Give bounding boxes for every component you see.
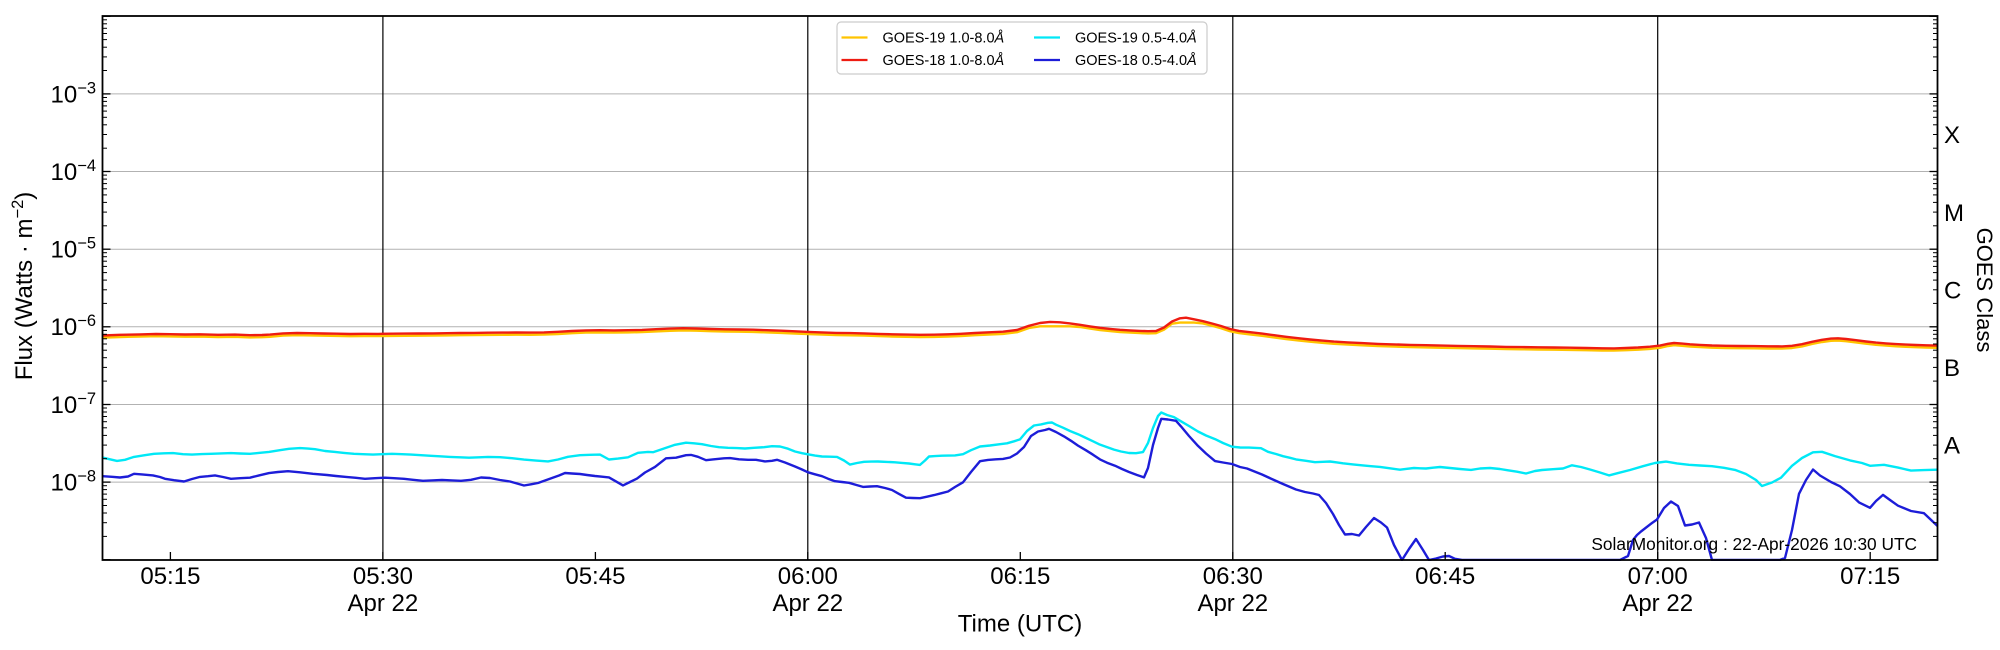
svg-text:05:30: 05:30: [353, 563, 413, 590]
svg-text:GOES-18 1.0-8.0Å: GOES-18 1.0-8.0Å: [883, 52, 1005, 69]
svg-text:GOES-18 0.5-4.0Å: GOES-18 0.5-4.0Å: [1075, 52, 1197, 69]
svg-text:X: X: [1944, 122, 1960, 149]
svg-text:Apr 22: Apr 22: [348, 590, 419, 617]
svg-text:GOES-19 0.5-4.0Å: GOES-19 0.5-4.0Å: [1075, 30, 1197, 47]
svg-text:Flux (Watts · m−2): Flux (Watts · m−2): [9, 192, 38, 381]
svg-text:07:00: 07:00: [1628, 563, 1688, 590]
svg-text:06:00: 06:00: [778, 563, 838, 590]
svg-text:A: A: [1944, 433, 1960, 460]
svg-text:06:15: 06:15: [990, 563, 1050, 590]
svg-text:B: B: [1944, 355, 1960, 382]
svg-text:05:15: 05:15: [140, 563, 200, 590]
svg-text:Time (UTC): Time (UTC): [958, 611, 1082, 638]
svg-text:07:15: 07:15: [1840, 563, 1900, 590]
svg-text:10−5: 10−5: [50, 235, 96, 264]
svg-text:SolarMonitor.org : 22-Apr-2026: SolarMonitor.org : 22-Apr-2026 10:30 UTC: [1591, 534, 1917, 554]
svg-text:05:45: 05:45: [565, 563, 625, 590]
svg-text:Apr 22: Apr 22: [1622, 590, 1693, 617]
svg-text:Apr 22: Apr 22: [772, 590, 843, 617]
svg-text:M: M: [1944, 200, 1964, 227]
svg-text:06:30: 06:30: [1203, 563, 1263, 590]
svg-text:06:45: 06:45: [1415, 563, 1475, 590]
svg-text:C: C: [1944, 277, 1961, 304]
svg-text:Apr 22: Apr 22: [1197, 590, 1268, 617]
svg-text:GOES Class: GOES Class: [1972, 228, 1997, 353]
svg-text:GOES-19 1.0-8.0Å: GOES-19 1.0-8.0Å: [883, 30, 1005, 47]
